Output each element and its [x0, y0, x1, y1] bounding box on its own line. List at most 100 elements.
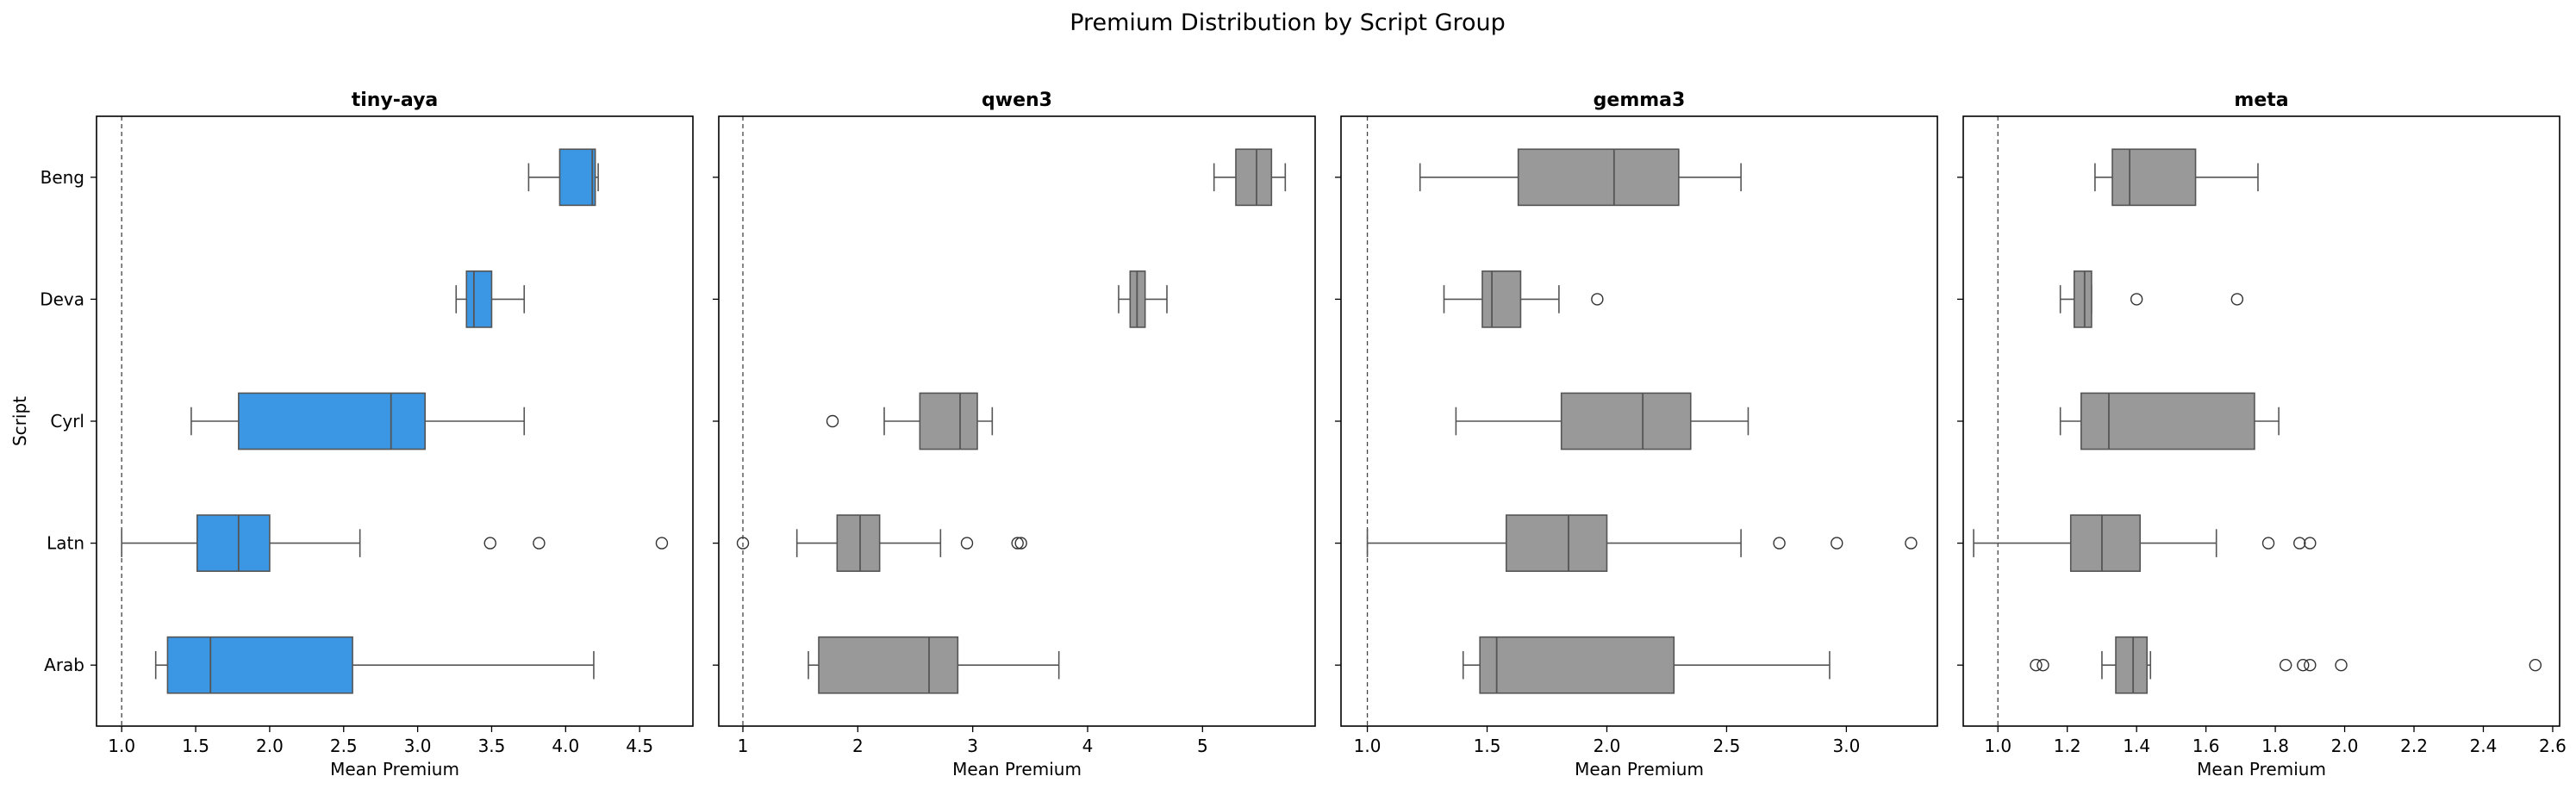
- box-iqr: [836, 514, 881, 572]
- outlier-point: [533, 537, 546, 550]
- outlier-point: [826, 414, 839, 428]
- y-tick-label: Cyrl: [50, 411, 84, 432]
- x-tick-label: 2.4: [2470, 736, 2498, 756]
- x-axis-label: Mean Premium: [330, 759, 459, 779]
- box-Deva: [1118, 270, 1168, 328]
- panel-tiny-aya: tiny-aya 1.0 1.5 2.0 2.5 3.0 3.5 4.0 4.5 Beng Deva…: [9, 90, 694, 779]
- box-iqr: [558, 148, 596, 207]
- box-Deva: [455, 270, 526, 328]
- x-tick-label: 3.0: [1832, 736, 1860, 756]
- x-tick-label: 2.5: [1713, 736, 1741, 756]
- x-tick-label: 2.6: [2539, 736, 2567, 756]
- y-axis-label: Script: [9, 396, 30, 446]
- box-iqr: [465, 270, 493, 328]
- box-iqr: [2073, 270, 2093, 328]
- panel-title: meta: [2234, 90, 2288, 111]
- x-tick-label: 2: [852, 736, 864, 756]
- box-iqr: [2111, 148, 2197, 207]
- outlier-point: [2304, 537, 2317, 550]
- x-tick-label: 3.0: [404, 736, 432, 756]
- outlier-point: [1831, 537, 1843, 550]
- y-tick-label: Beng: [41, 167, 84, 188]
- panel-gemma3: gemma3 1.0 1.5 2.0 2.5 3.0 Mean Premium: [1335, 90, 1938, 779]
- outlier-point: [1773, 537, 1786, 550]
- x-tick-label: 1.8: [2261, 736, 2289, 756]
- box-Beng: [1419, 148, 1742, 207]
- y-tick-label: Arab: [44, 655, 84, 675]
- x-tick-label: 4.5: [626, 736, 653, 756]
- x-tick-label: 3: [967, 736, 978, 756]
- box-iqr: [1235, 148, 1273, 207]
- box-iqr: [919, 392, 978, 450]
- box-Arab: [2030, 636, 2542, 694]
- x-tick-label: 1.5: [182, 736, 209, 756]
- box-Beng: [1213, 148, 1287, 207]
- panels: tiny-aya 1.0 1.5 2.0 2.5 3.0 3.5 4.0 4.5 Beng Deva…: [9, 90, 2567, 779]
- box-iqr: [818, 636, 959, 694]
- box-Arab: [154, 636, 595, 694]
- figure-title: Premium Distribution by Script Group: [1070, 9, 1506, 36]
- x-tick-label: 1.0: [1984, 736, 2012, 756]
- outlier-point: [655, 537, 669, 550]
- y-tick-label: Latn: [47, 533, 84, 554]
- panel-qwen3: qwen3 1 2 3 4 5 Mean Premium: [713, 90, 1316, 779]
- x-tick-label: 2.5: [330, 736, 358, 756]
- box-Arab: [1462, 636, 1831, 694]
- box-iqr: [2115, 636, 2149, 694]
- outlier-point: [2279, 659, 2292, 672]
- outlier-point: [2335, 659, 2348, 672]
- outlier-point: [2230, 293, 2244, 306]
- x-tick-label: 5: [1197, 736, 1208, 756]
- box-Latn: [1973, 514, 2317, 572]
- box-Beng: [2094, 148, 2259, 207]
- x-tick-label: 2.2: [2400, 736, 2428, 756]
- x-tick-label: 1.0: [1354, 736, 1382, 756]
- x-axis-label: Mean Premium: [1575, 759, 1704, 779]
- panel-title: qwen3: [982, 90, 1052, 111]
- x-tick-label: 2.0: [1594, 736, 1621, 756]
- box-iqr: [238, 392, 427, 450]
- x-axis-label: Mean Premium: [952, 759, 1082, 779]
- x-tick-label: 1.2: [2054, 736, 2081, 756]
- outlier-point: [736, 537, 750, 550]
- box-Deva: [1443, 270, 1604, 328]
- panel-meta: meta 1.0 1.2 1.4 1.6 1.8 2.0 2.2 2.4 2.6 Mean Prem…: [1957, 90, 2567, 779]
- box-iqr: [2080, 392, 2255, 450]
- outlier-point: [960, 537, 974, 550]
- x-tick-label: 2.0: [2331, 736, 2359, 756]
- outlier-point: [2297, 659, 2310, 672]
- outlier-point: [2293, 537, 2306, 550]
- outlier-point: [483, 537, 496, 550]
- box-Cyrl: [2059, 392, 2280, 450]
- panel-title: gemma3: [1594, 90, 1686, 111]
- box-Cyrl: [1455, 392, 1750, 450]
- x-tick-label: 4.0: [552, 736, 579, 756]
- outlier-point: [2130, 293, 2143, 306]
- outlier-point: [2036, 659, 2049, 672]
- box-Latn: [1366, 514, 1918, 572]
- box-iqr: [1560, 392, 1692, 450]
- box-iqr: [2069, 514, 2141, 572]
- x-tick-label: 3.5: [478, 736, 506, 756]
- x-tick-label: 1: [738, 736, 749, 756]
- outlier-point: [2529, 659, 2542, 672]
- box-Cyrl: [190, 392, 526, 450]
- box-Deva: [2059, 270, 2244, 328]
- box-iqr: [1479, 636, 1675, 694]
- outlier-point: [2030, 659, 2043, 672]
- x-tick-label: 1.6: [2192, 736, 2220, 756]
- x-tick-label: 1.0: [108, 736, 135, 756]
- outlier-point: [1014, 537, 1027, 550]
- outlier-point: [2304, 659, 2317, 672]
- box-Cyrl: [826, 392, 994, 450]
- x-axis-label: Mean Premium: [2197, 759, 2326, 779]
- box-iqr: [1505, 514, 1608, 572]
- x-tick-label: 2.0: [256, 736, 284, 756]
- box-Beng: [527, 148, 599, 207]
- x-tick-label: 1.5: [1474, 736, 1501, 756]
- box-iqr: [1517, 148, 1680, 207]
- x-tick-label: 1.4: [2123, 736, 2150, 756]
- box-iqr: [196, 514, 271, 572]
- box-iqr: [1481, 270, 1522, 328]
